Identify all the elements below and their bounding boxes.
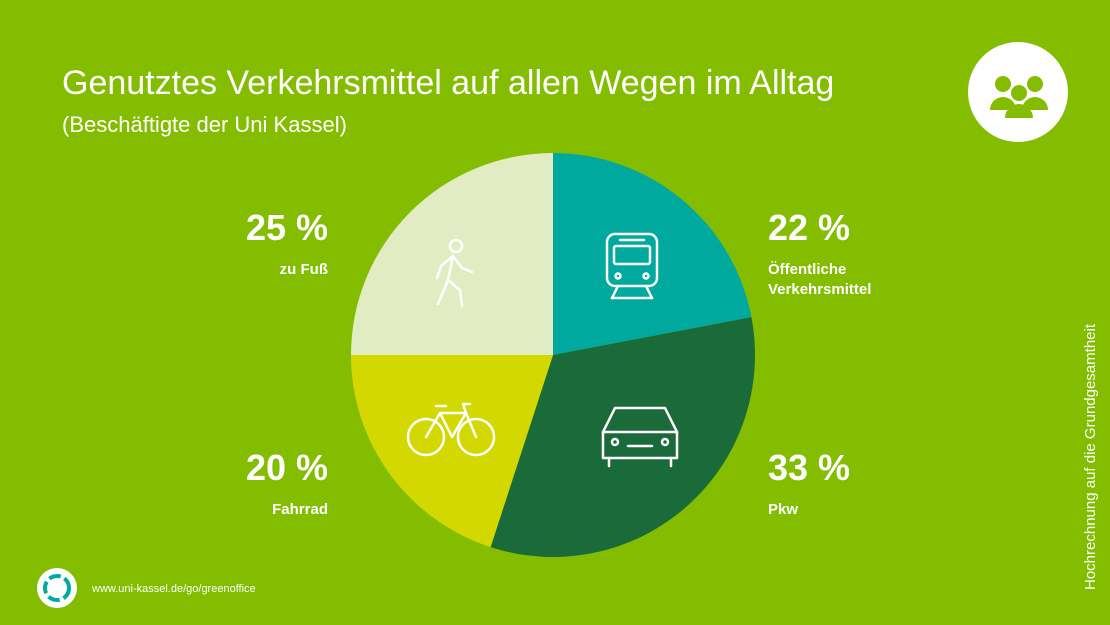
slice-label: 33 % Pkw xyxy=(768,448,928,520)
chart-subtitle: (Beschäftigte der Uni Kassel) xyxy=(62,112,347,137)
people-icon xyxy=(990,76,1048,118)
slice-label: 22 % Öffentliche Verkehrsmittel xyxy=(768,208,928,300)
icons xyxy=(406,232,679,468)
value-label: 20 % xyxy=(245,447,328,488)
value-label: 33 % xyxy=(768,447,851,488)
slice-label: 20 % Fahrrad xyxy=(168,448,328,520)
pie-slice xyxy=(553,153,752,355)
source: www.uni-kassel.de/go/greenoffice xyxy=(92,583,256,595)
value-label: 25 % xyxy=(245,207,328,248)
category-label: zu Fuß xyxy=(279,261,328,278)
logo xyxy=(37,568,77,608)
pie-slice xyxy=(351,355,553,548)
logo-ring xyxy=(43,574,71,602)
note: Hochrechnung auf die Grundgesamtheit xyxy=(1082,323,1099,590)
pie-slice xyxy=(490,317,755,557)
chart-title: Genutztes Verkehrsmittel auf allen Wegen… xyxy=(62,64,835,102)
category-label: Öffentliche Verkehrsmittel xyxy=(768,261,872,298)
slice-label: 25 % zu Fuß xyxy=(168,208,328,280)
category-label: Fahrrad xyxy=(272,501,328,518)
pie-slice xyxy=(351,153,553,355)
category-label: Pkw xyxy=(768,501,799,518)
value-label: 22 % xyxy=(768,207,851,248)
